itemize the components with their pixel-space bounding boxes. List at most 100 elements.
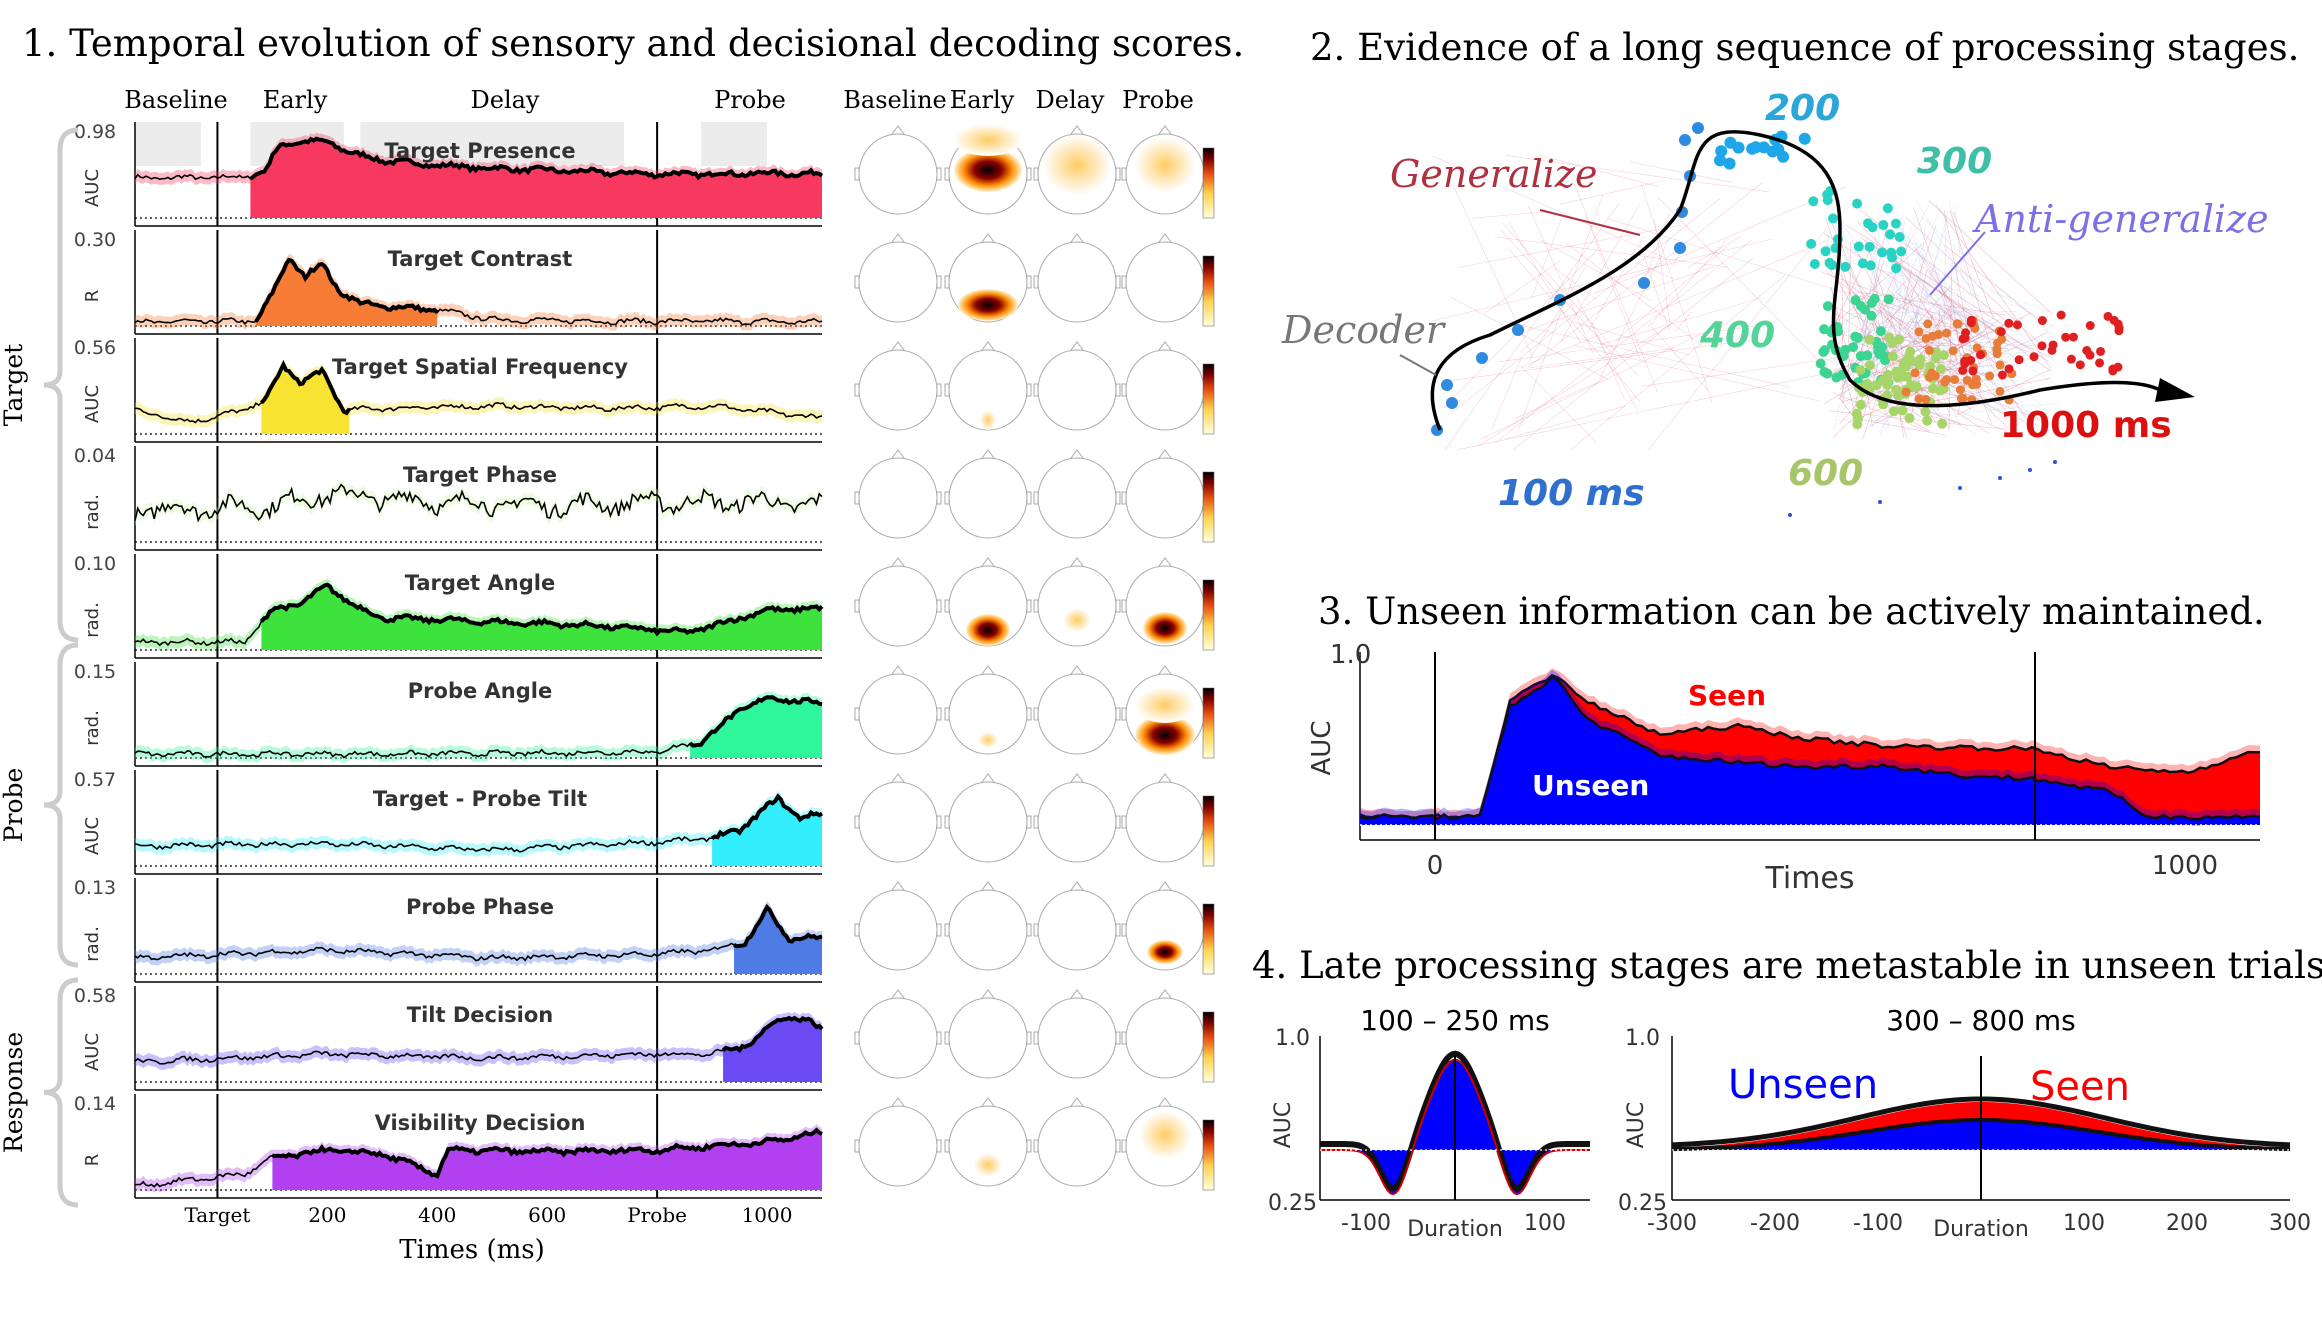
trajectory-arrow xyxy=(2155,378,2195,402)
generalization-link xyxy=(1858,401,1970,419)
x-tick: Target xyxy=(184,1203,250,1227)
topo-ear xyxy=(1115,923,1121,937)
stage-node xyxy=(1875,326,1886,337)
topo-header: Probe xyxy=(1122,86,1194,114)
stage-node xyxy=(1852,198,1863,209)
topo-ear xyxy=(936,1139,942,1153)
stage-node xyxy=(1749,141,1762,154)
stage-node xyxy=(1441,379,1453,391)
epoch-label: Delay xyxy=(471,86,540,114)
label-400: 400 xyxy=(1699,315,1775,356)
y-tick: 1.0 xyxy=(1330,640,1371,670)
stage-node xyxy=(2096,346,2106,356)
stage-node xyxy=(2028,468,2032,472)
y-axis-label: AUC xyxy=(1624,1102,1649,1149)
stage-node xyxy=(2056,310,2066,320)
stage-node xyxy=(1714,154,1727,167)
generalization-link xyxy=(1825,217,1870,351)
generalization-link xyxy=(1537,238,1652,301)
stage-node xyxy=(1883,294,1894,305)
topo-ear xyxy=(854,1139,860,1153)
panel2-title: 2. Evidence of a long sequence of proces… xyxy=(1310,26,2299,69)
stage-node xyxy=(1923,319,1933,329)
topo-nose xyxy=(891,881,905,891)
generalization-link xyxy=(1568,283,1639,413)
generalization-link xyxy=(1841,268,1844,404)
epoch-label: Baseline xyxy=(124,86,227,114)
generalization-link xyxy=(1858,239,1991,403)
stage-node xyxy=(1997,370,2007,380)
right-title: 300 – 800 ms xyxy=(1886,1004,2075,1037)
topo-nose xyxy=(891,989,905,999)
generalization-link xyxy=(1573,321,1690,356)
stage-node xyxy=(1446,397,1458,409)
generalization-link xyxy=(1642,252,1670,331)
topo-ear xyxy=(1121,707,1127,721)
topo-ear xyxy=(944,815,950,829)
x-tick: 100 xyxy=(2063,1211,2105,1236)
topo-activation xyxy=(974,1153,1002,1177)
topo-ear xyxy=(944,923,950,937)
stage-node xyxy=(1882,375,1893,386)
topo-ear xyxy=(1033,1139,1039,1153)
y-tick: 1.0 xyxy=(1275,1026,1310,1051)
generalization-link xyxy=(1574,345,1822,402)
ymax-label: 0.13 xyxy=(74,877,116,899)
score-line xyxy=(134,259,823,326)
topo-ear xyxy=(944,1031,950,1045)
generalization-link xyxy=(1527,347,1674,369)
colorbar xyxy=(1202,579,1215,651)
stage-node xyxy=(1864,241,1875,252)
stage-node xyxy=(2029,352,2039,362)
generalization-link xyxy=(1560,203,1641,343)
stage-node xyxy=(1905,379,1916,390)
generalization-link xyxy=(1587,236,1644,333)
label-100ms: 100 ms xyxy=(1498,473,1645,514)
stage-node xyxy=(1922,415,1933,426)
row-title: Target Angle xyxy=(405,571,555,595)
significant-line xyxy=(259,582,824,637)
panel4-metastable: 100 – 250 ms 1.0 0.25 AUC -100 Duration 100 300… xyxy=(1268,1004,2311,1242)
stage-node xyxy=(2075,360,2085,370)
topo-head xyxy=(858,241,938,323)
stage-node xyxy=(1815,358,1826,369)
y-tick: 1.0 xyxy=(1625,1026,1660,1051)
topo-head xyxy=(858,997,938,1079)
stage-node xyxy=(2085,321,2095,331)
topo-ear xyxy=(936,1031,942,1045)
generalization-link xyxy=(1641,184,1713,404)
generalization-link xyxy=(1845,224,2014,332)
row-title: Probe Angle xyxy=(408,679,552,703)
generalization-link xyxy=(1884,313,1955,361)
row-title: Target - Probe Tilt xyxy=(373,787,587,811)
generalization-link xyxy=(1648,228,1827,450)
x-tick: 1000 xyxy=(2152,851,2218,881)
stage-node xyxy=(1866,310,1877,321)
colorbar xyxy=(1202,687,1215,759)
score-line xyxy=(134,362,823,424)
topo-ear xyxy=(1115,275,1121,289)
pointer-line xyxy=(1399,354,1437,376)
topo-ear xyxy=(1121,167,1127,181)
stage-node xyxy=(1865,360,1876,371)
stage-node xyxy=(1995,360,2005,370)
topo-nose xyxy=(1070,341,1084,351)
stage-node xyxy=(1968,366,1978,376)
topo-head xyxy=(1125,997,1205,1079)
topo-ear xyxy=(1026,923,1032,937)
topo-header: Baseline xyxy=(843,86,946,114)
stage-node xyxy=(1848,342,1859,353)
generalization-link xyxy=(1954,247,1960,311)
generalization-link xyxy=(1895,318,1911,351)
generalization-link xyxy=(1928,200,2053,315)
generalization-link xyxy=(1687,235,1742,268)
topo-ear xyxy=(1121,815,1127,829)
topo-ear xyxy=(854,383,860,397)
topo-activation xyxy=(1063,608,1091,632)
y-tick: 0.25 xyxy=(1268,1191,1317,1216)
generalization-link xyxy=(1520,240,1829,368)
row-title: Probe Phase xyxy=(406,895,554,919)
x-tick: -300 xyxy=(1647,1211,1697,1236)
generalization-link xyxy=(1539,155,1659,187)
